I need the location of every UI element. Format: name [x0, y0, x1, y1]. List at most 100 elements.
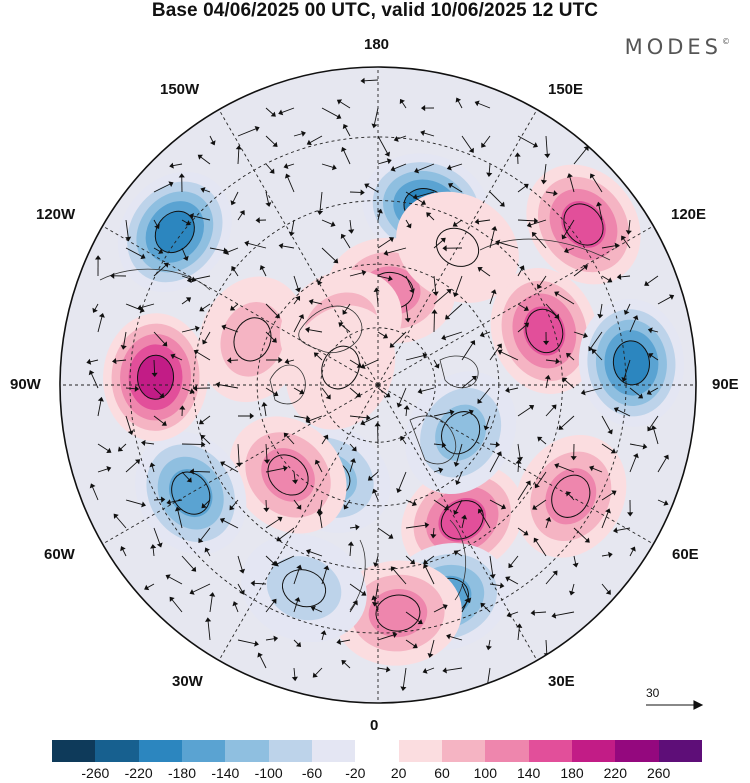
- wind-vector: [94, 303, 99, 310]
- reference-vector-arrow: [646, 700, 704, 710]
- wind-vector-head: [235, 145, 242, 150]
- wind-vector: [425, 555, 435, 563]
- wind-vector: [293, 415, 307, 419]
- wind-vector-head: [496, 451, 502, 457]
- wind-vector: [196, 351, 211, 361]
- wind-vector: [349, 387, 359, 396]
- wind-vector: [363, 359, 379, 367]
- wind-vector-head: [389, 342, 395, 348]
- wind-vector: [265, 303, 278, 316]
- wind-vector: [573, 527, 588, 541]
- wind-vector: [313, 608, 323, 613]
- wind-vector: [599, 303, 603, 315]
- wind-vector-head: [423, 559, 429, 565]
- wind-vector: [557, 465, 575, 473]
- wind-vector: [573, 267, 586, 277]
- wind-vector: [340, 324, 351, 333]
- wind-vector-head: [438, 467, 444, 474]
- wind-vector: [405, 275, 413, 291]
- wind-vector-head: [516, 623, 523, 628]
- wind-vector-head: [442, 604, 448, 610]
- colorbar-ticks: -260 -220 -180 -140 -100 -60 -20 20 60 100 140 180 2…: [52, 765, 702, 783]
- wind-vector: [433, 411, 451, 417]
- polar-map: [59, 66, 704, 710]
- wind-vector-head: [453, 509, 459, 515]
- wind-vector: [623, 238, 631, 249]
- wind-vector-head: [98, 312, 105, 318]
- wind-vector-head: [366, 414, 371, 421]
- wind-vector: [316, 462, 323, 473]
- wind-vector-head: [97, 396, 104, 402]
- wind-vector: [601, 415, 611, 432]
- wind-vector-head: [316, 280, 323, 286]
- wind-vector-head: [106, 447, 112, 454]
- colorbar-tick-label: 140: [516, 765, 541, 781]
- wind-vector-head: [595, 201, 603, 207]
- wind-vector-head: [464, 597, 470, 604]
- wind-vector: [120, 443, 127, 450]
- wind-vector-head: [277, 516, 283, 522]
- wind-vector-head: [558, 424, 564, 430]
- wind-vector: [457, 471, 463, 482]
- wind-vector-head: [364, 183, 370, 189]
- wind-vector: [461, 377, 475, 389]
- wind-vector: [489, 499, 503, 508]
- wind-vector-head: [537, 283, 543, 289]
- wind-vector: [237, 148, 240, 165]
- wind-vector-head: [296, 564, 303, 570]
- wind-vector: [568, 355, 575, 361]
- wind-vector-head: [323, 565, 330, 571]
- wind-vector: [377, 239, 392, 249]
- wind-vector: [202, 303, 211, 310]
- wind-vector-head: [417, 619, 423, 625]
- meridian-line: [377, 384, 654, 545]
- lon-label-90w: 90W: [10, 376, 41, 393]
- streamline-loop: [281, 569, 327, 608]
- wind-vector-head: [361, 269, 367, 276]
- wind-vector: [276, 555, 295, 565]
- wind-vector: [153, 387, 162, 396]
- wind-vector-head: [271, 598, 277, 605]
- wind-vector: [461, 411, 471, 417]
- wind-vector: [168, 576, 183, 585]
- wind-vector-head: [374, 422, 381, 427]
- wind-vector-head: [305, 417, 311, 424]
- wind-vector-head: [254, 125, 260, 132]
- wind-vector: [629, 443, 644, 447]
- wind-vector-head: [182, 255, 189, 261]
- wind-vector-head: [160, 496, 166, 503]
- wind-vector: [321, 437, 327, 445]
- wind-vector: [450, 163, 463, 169]
- wind-vector: [123, 331, 127, 347]
- wind-vector: [115, 516, 127, 529]
- wind-vector-head: [424, 522, 430, 529]
- streamline-loop: [375, 594, 421, 632]
- wind-vector: [480, 268, 491, 277]
- wind-vector: [629, 549, 634, 557]
- wind-vector-head: [215, 381, 221, 388]
- wind-vector: [193, 471, 211, 473]
- wind-vector: [449, 636, 463, 641]
- wind-vector-head: [543, 340, 550, 346]
- lon-label-150e: 150E: [548, 81, 584, 98]
- wind-vector-head: [569, 590, 575, 596]
- wind-vector-head: [583, 145, 589, 152]
- wind-vector-head: [376, 208, 383, 214]
- wind-vector-head: [621, 235, 627, 241]
- wind-vector-head: [295, 287, 301, 293]
- wind-vector: [279, 527, 295, 540]
- wind-vector: [489, 292, 495, 305]
- wind-vector-head: [554, 313, 560, 319]
- wind-vector-head: [140, 253, 146, 260]
- wind-vector: [192, 215, 211, 221]
- wind-vector: [309, 135, 323, 144]
- wind-vector-head: [186, 477, 192, 483]
- wind-vector: [405, 499, 414, 504]
- wind-vector: [223, 520, 239, 529]
- wind-vector: [489, 443, 497, 446]
- wind-vector-head: [611, 490, 617, 496]
- wind-vector: [261, 268, 267, 277]
- wind-vector: [500, 351, 519, 361]
- wind-vector: [601, 511, 609, 529]
- wind-vector: [461, 583, 470, 600]
